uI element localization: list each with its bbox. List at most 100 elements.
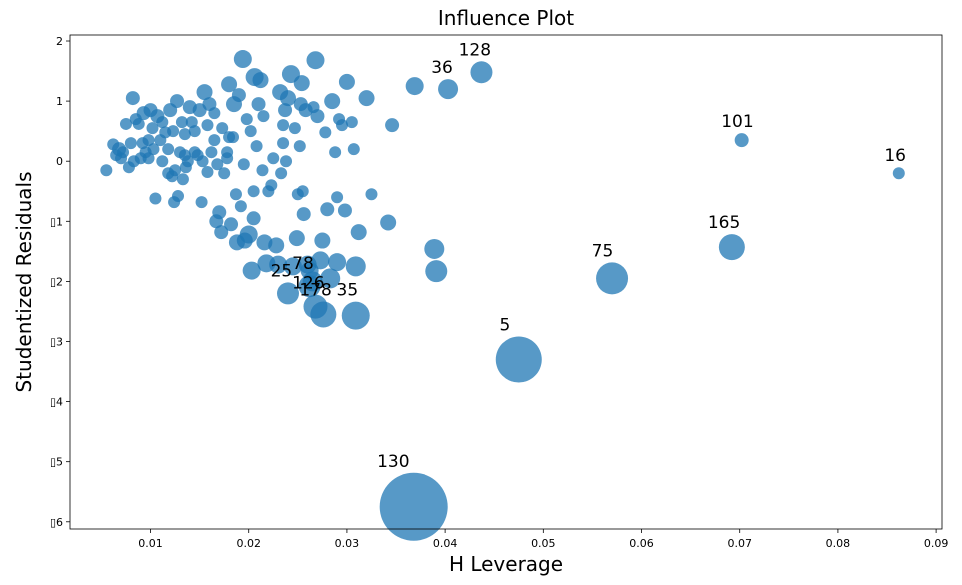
labeled-point-101 <box>734 133 749 148</box>
data-point-35 <box>176 173 189 186</box>
data-point-129 <box>296 185 309 198</box>
data-point-90 <box>280 90 296 107</box>
data-point-128 <box>331 191 344 204</box>
data-point-93 <box>288 122 301 135</box>
data-point-142 <box>221 146 234 159</box>
data-point-132 <box>188 146 201 159</box>
data-point-32 <box>172 190 185 203</box>
scatter-points <box>100 50 905 541</box>
labeled-point-78 <box>298 275 321 298</box>
y-tick-label-5: ▯3 <box>50 335 63 348</box>
y-tick-label-8: ▯6 <box>50 516 63 529</box>
data-point-71 <box>242 261 261 280</box>
data-point-53 <box>212 205 227 220</box>
point-label-25: 25 <box>271 261 293 281</box>
x-tick-label-4: 0.05 <box>531 537 556 550</box>
y-tick-label-7: ▯5 <box>50 456 63 469</box>
labeled-point-5 <box>495 336 542 383</box>
data-point-108 <box>320 202 335 217</box>
data-point-0 <box>100 164 113 177</box>
point-label-78: 78 <box>292 254 314 274</box>
chart-title: Influence Plot <box>438 6 574 30</box>
data-point-105 <box>311 251 330 270</box>
data-point-115 <box>337 203 352 218</box>
point-label-5: 5 <box>500 316 511 336</box>
point-label-128: 128 <box>459 40 491 60</box>
data-point-97 <box>293 75 310 92</box>
y-tick-label-1: 1 <box>56 95 63 108</box>
data-point-69 <box>239 225 258 244</box>
data-point-131 <box>201 166 214 179</box>
point-label-101: 101 <box>721 112 753 132</box>
data-point-127 <box>425 260 448 283</box>
data-point-109 <box>320 268 341 289</box>
x-tick-label-8: 0.09 <box>924 537 949 550</box>
data-point-31 <box>170 94 185 109</box>
data-point-55 <box>216 122 229 135</box>
data-point-92 <box>283 257 302 276</box>
data-point-66 <box>233 50 252 69</box>
data-point-5 <box>117 146 130 159</box>
data-point-20 <box>149 192 162 205</box>
data-point-117 <box>345 116 358 129</box>
data-point-12 <box>132 117 145 130</box>
point-label-16: 16 <box>884 146 906 166</box>
data-point-98 <box>296 207 311 222</box>
data-point-121 <box>358 90 375 107</box>
labeled-point-35 <box>341 301 370 330</box>
data-point-130 <box>223 131 236 144</box>
axis-ticks: 0.01 0.02 0.03 0.04 0.05 0.06 0.07 0.08 0.09 2 1 0 ▯… <box>50 35 948 550</box>
data-point-145 <box>136 137 149 150</box>
point-label-35: 35 <box>337 281 359 301</box>
data-point-103 <box>306 51 325 70</box>
point-label-130: 130 <box>377 452 409 472</box>
y-tick-label-2: 0 <box>56 155 63 168</box>
data-point-133 <box>156 116 169 129</box>
data-point-112 <box>328 253 347 272</box>
data-point-70 <box>244 125 257 138</box>
data-point-139 <box>293 97 308 112</box>
data-point-76 <box>252 72 269 89</box>
data-point-58 <box>221 76 238 93</box>
data-point-96 <box>293 140 306 153</box>
data-point-89 <box>280 155 293 168</box>
x-axis-label: H Leverage <box>449 552 563 576</box>
data-point-140 <box>307 101 320 114</box>
data-point-125 <box>405 77 424 96</box>
data-point-65 <box>234 200 247 213</box>
labeled-point-165 <box>718 234 745 261</box>
point-label-178: 178 <box>299 280 331 300</box>
data-point-88 <box>278 103 293 118</box>
x-tick-label-7: 0.08 <box>826 537 851 550</box>
data-point-111 <box>329 146 342 159</box>
data-point-126 <box>424 238 445 259</box>
data-point-44 <box>195 196 208 209</box>
data-point-138 <box>277 119 290 132</box>
data-point-6 <box>119 117 132 130</box>
data-point-144 <box>162 167 175 180</box>
data-point-94 <box>288 230 305 247</box>
x-tick-label-5: 0.06 <box>629 537 654 550</box>
data-point-106 <box>314 232 331 249</box>
y-tick-label-0: 2 <box>56 35 63 48</box>
data-point-75 <box>251 97 266 112</box>
x-tick-label-0: 0.01 <box>138 537 163 550</box>
data-point-23 <box>156 155 169 168</box>
data-point-72 <box>246 211 261 226</box>
data-point-143 <box>208 107 221 120</box>
data-point-18 <box>146 122 159 135</box>
data-point-124 <box>385 118 400 133</box>
x-tick-label-6: 0.07 <box>727 537 752 550</box>
data-point-135 <box>178 128 191 141</box>
data-point-56 <box>218 167 231 180</box>
data-point-45 <box>196 155 209 168</box>
data-point-87 <box>277 137 290 150</box>
point-label-126: 126 <box>292 274 324 294</box>
data-point-46 <box>196 84 213 101</box>
data-point-52 <box>211 158 224 171</box>
data-point-74 <box>250 140 263 153</box>
point-label-36: 36 <box>431 58 453 78</box>
data-point-136 <box>237 158 250 171</box>
labeled-point-36 <box>438 79 459 100</box>
